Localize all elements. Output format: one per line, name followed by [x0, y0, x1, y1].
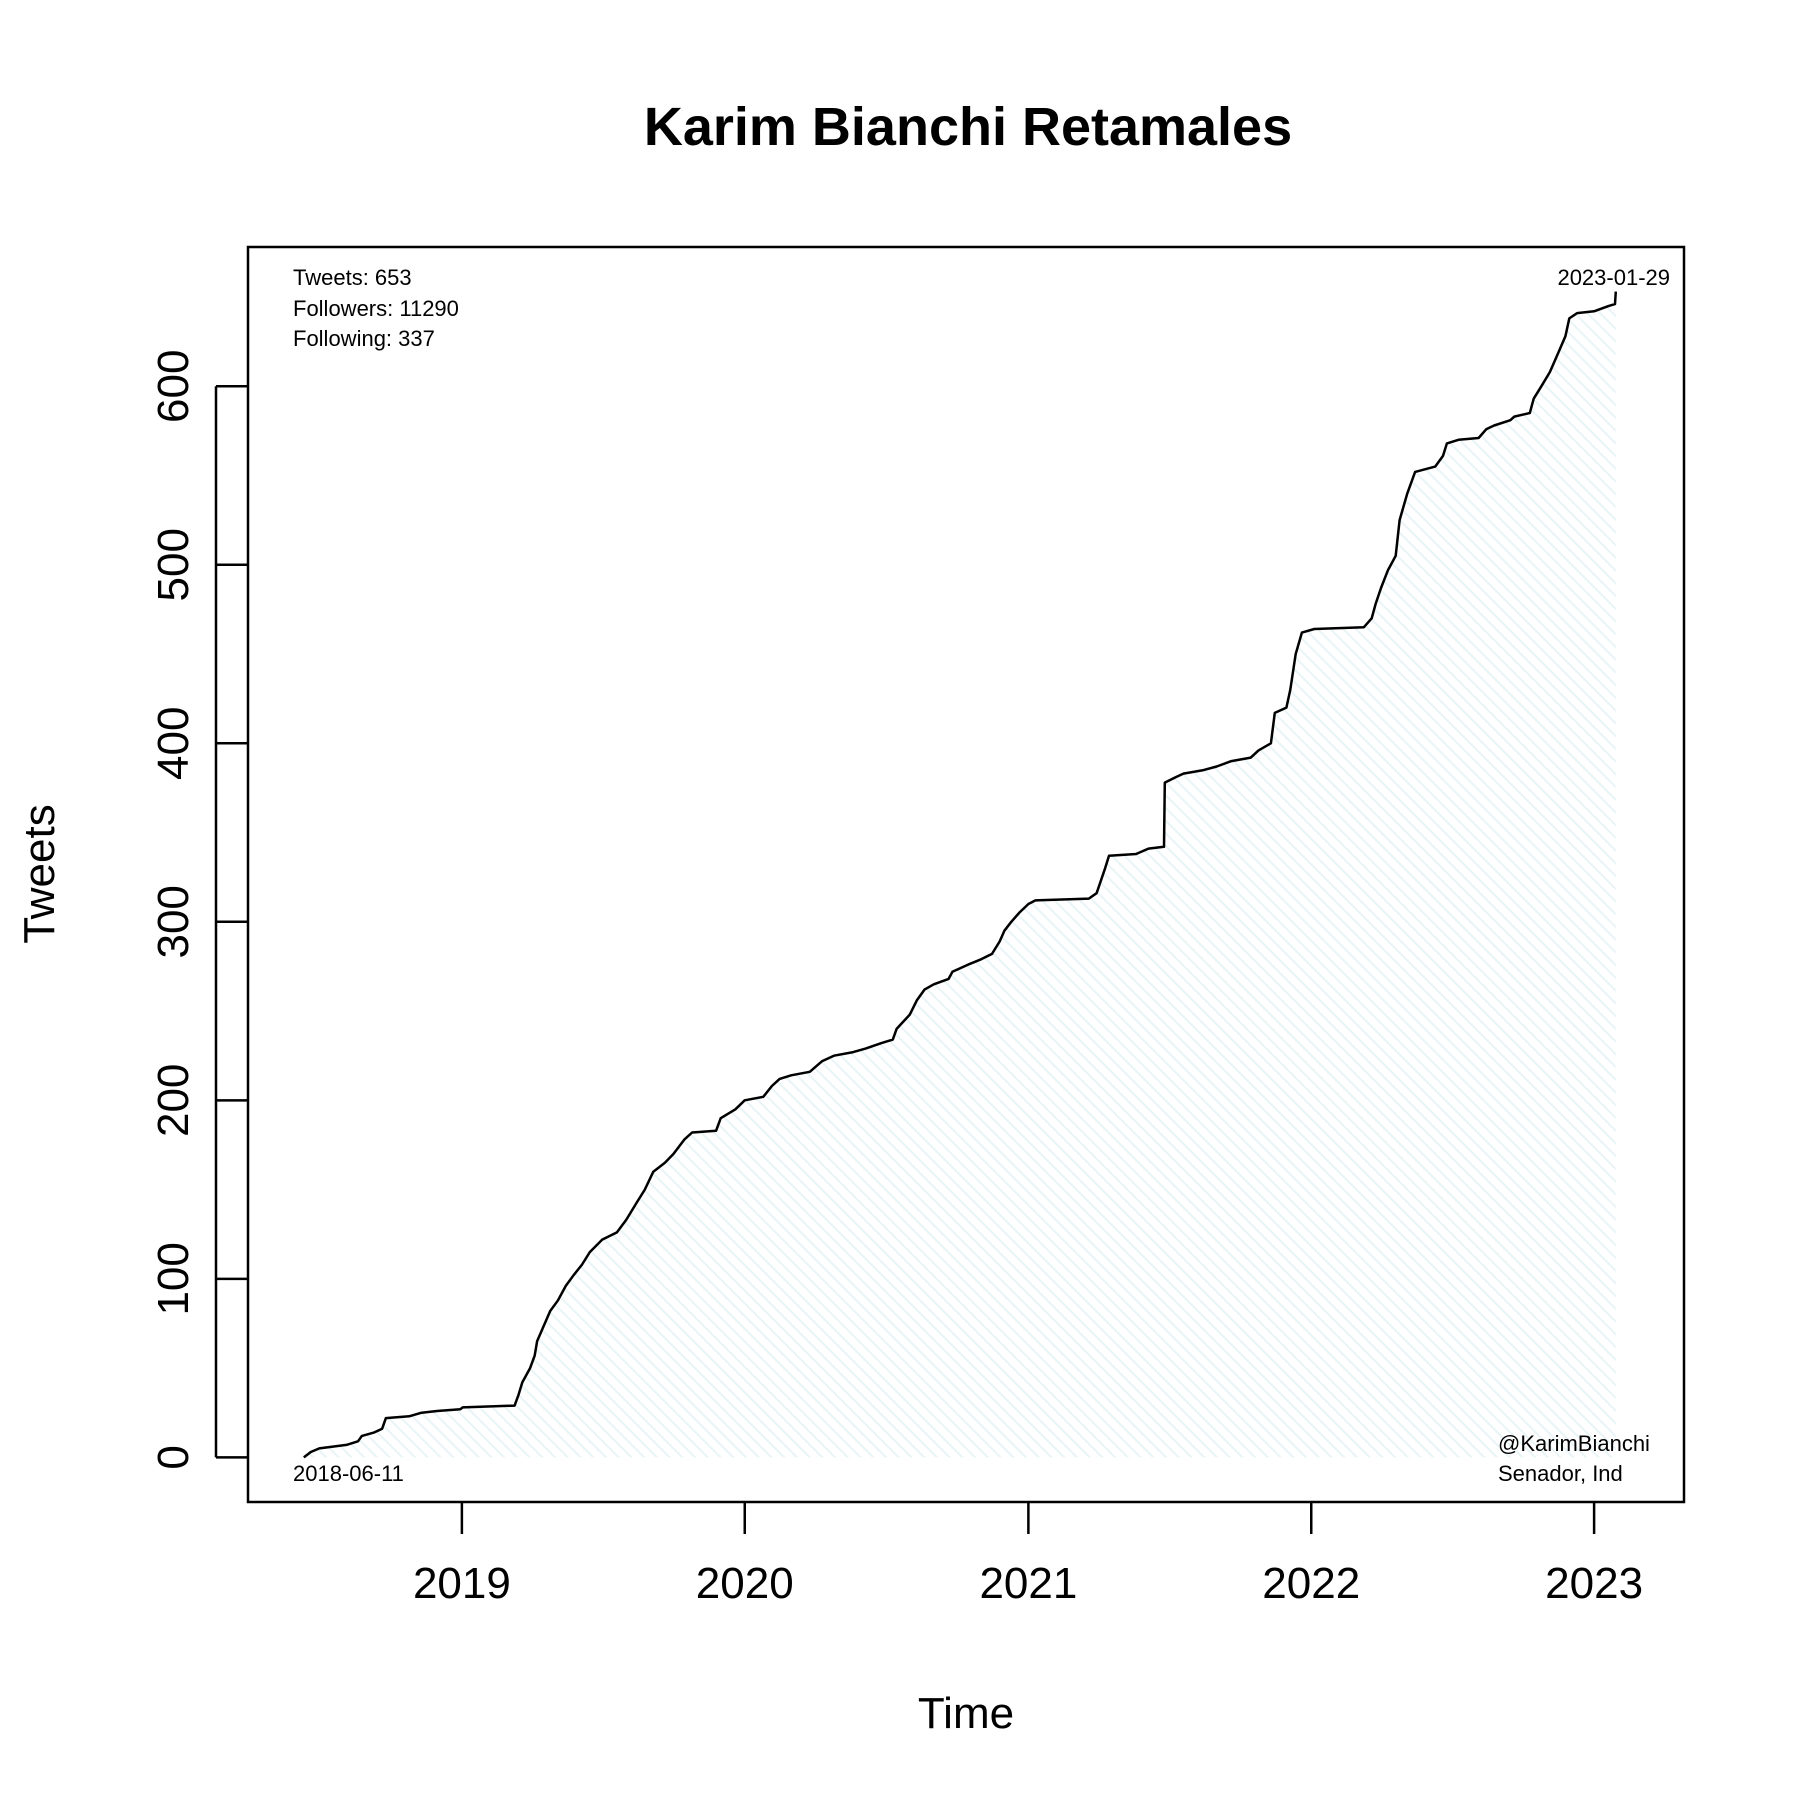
y-tick-label-100: 100	[149, 1242, 198, 1315]
plot-area	[303, 291, 1618, 1459]
plot-frame	[246, 245, 1686, 1504]
stats-followers: Followers: 11290	[293, 296, 459, 321]
end-date-label: 2023-01-29	[1557, 265, 1670, 290]
account-role: Senador, Ind	[1498, 1461, 1623, 1486]
x-tick-label-2019: 2019	[413, 1559, 511, 1608]
x-tick-label-2021: 2021	[979, 1559, 1077, 1608]
x-axis: 2019 2020 2021 2022 2023	[413, 1502, 1643, 1608]
y-axis-title: Tweets	[15, 804, 64, 943]
y-tick-label-500: 500	[149, 528, 198, 601]
x-tick-label-2020: 2020	[696, 1559, 794, 1608]
y-tick-label-300: 300	[149, 885, 198, 958]
stats-following: Following: 337	[293, 326, 435, 351]
y-tick-label-400: 400	[149, 707, 198, 780]
cumulative-area-fill	[303, 291, 1616, 1458]
y-tick-label-600: 600	[149, 350, 198, 423]
stats-tweets: Tweets: 653	[293, 265, 412, 290]
x-tick-label-2023: 2023	[1545, 1559, 1643, 1608]
y-tick-label-0: 0	[149, 1445, 198, 1469]
x-axis-title: Time	[918, 1689, 1014, 1738]
chart-title: Karim Bianchi Retamales	[644, 97, 1292, 157]
cumulative-tweets-line	[303, 291, 1618, 1459]
x-tick-label-2022: 2022	[1262, 1559, 1360, 1608]
account-handle: @KarimBianchi	[1498, 1431, 1650, 1456]
y-axis: 0 100 200 300 400 500 600	[149, 350, 248, 1470]
start-date-label: 2018-06-11	[293, 1461, 404, 1486]
y-tick-label-200: 200	[149, 1064, 198, 1137]
